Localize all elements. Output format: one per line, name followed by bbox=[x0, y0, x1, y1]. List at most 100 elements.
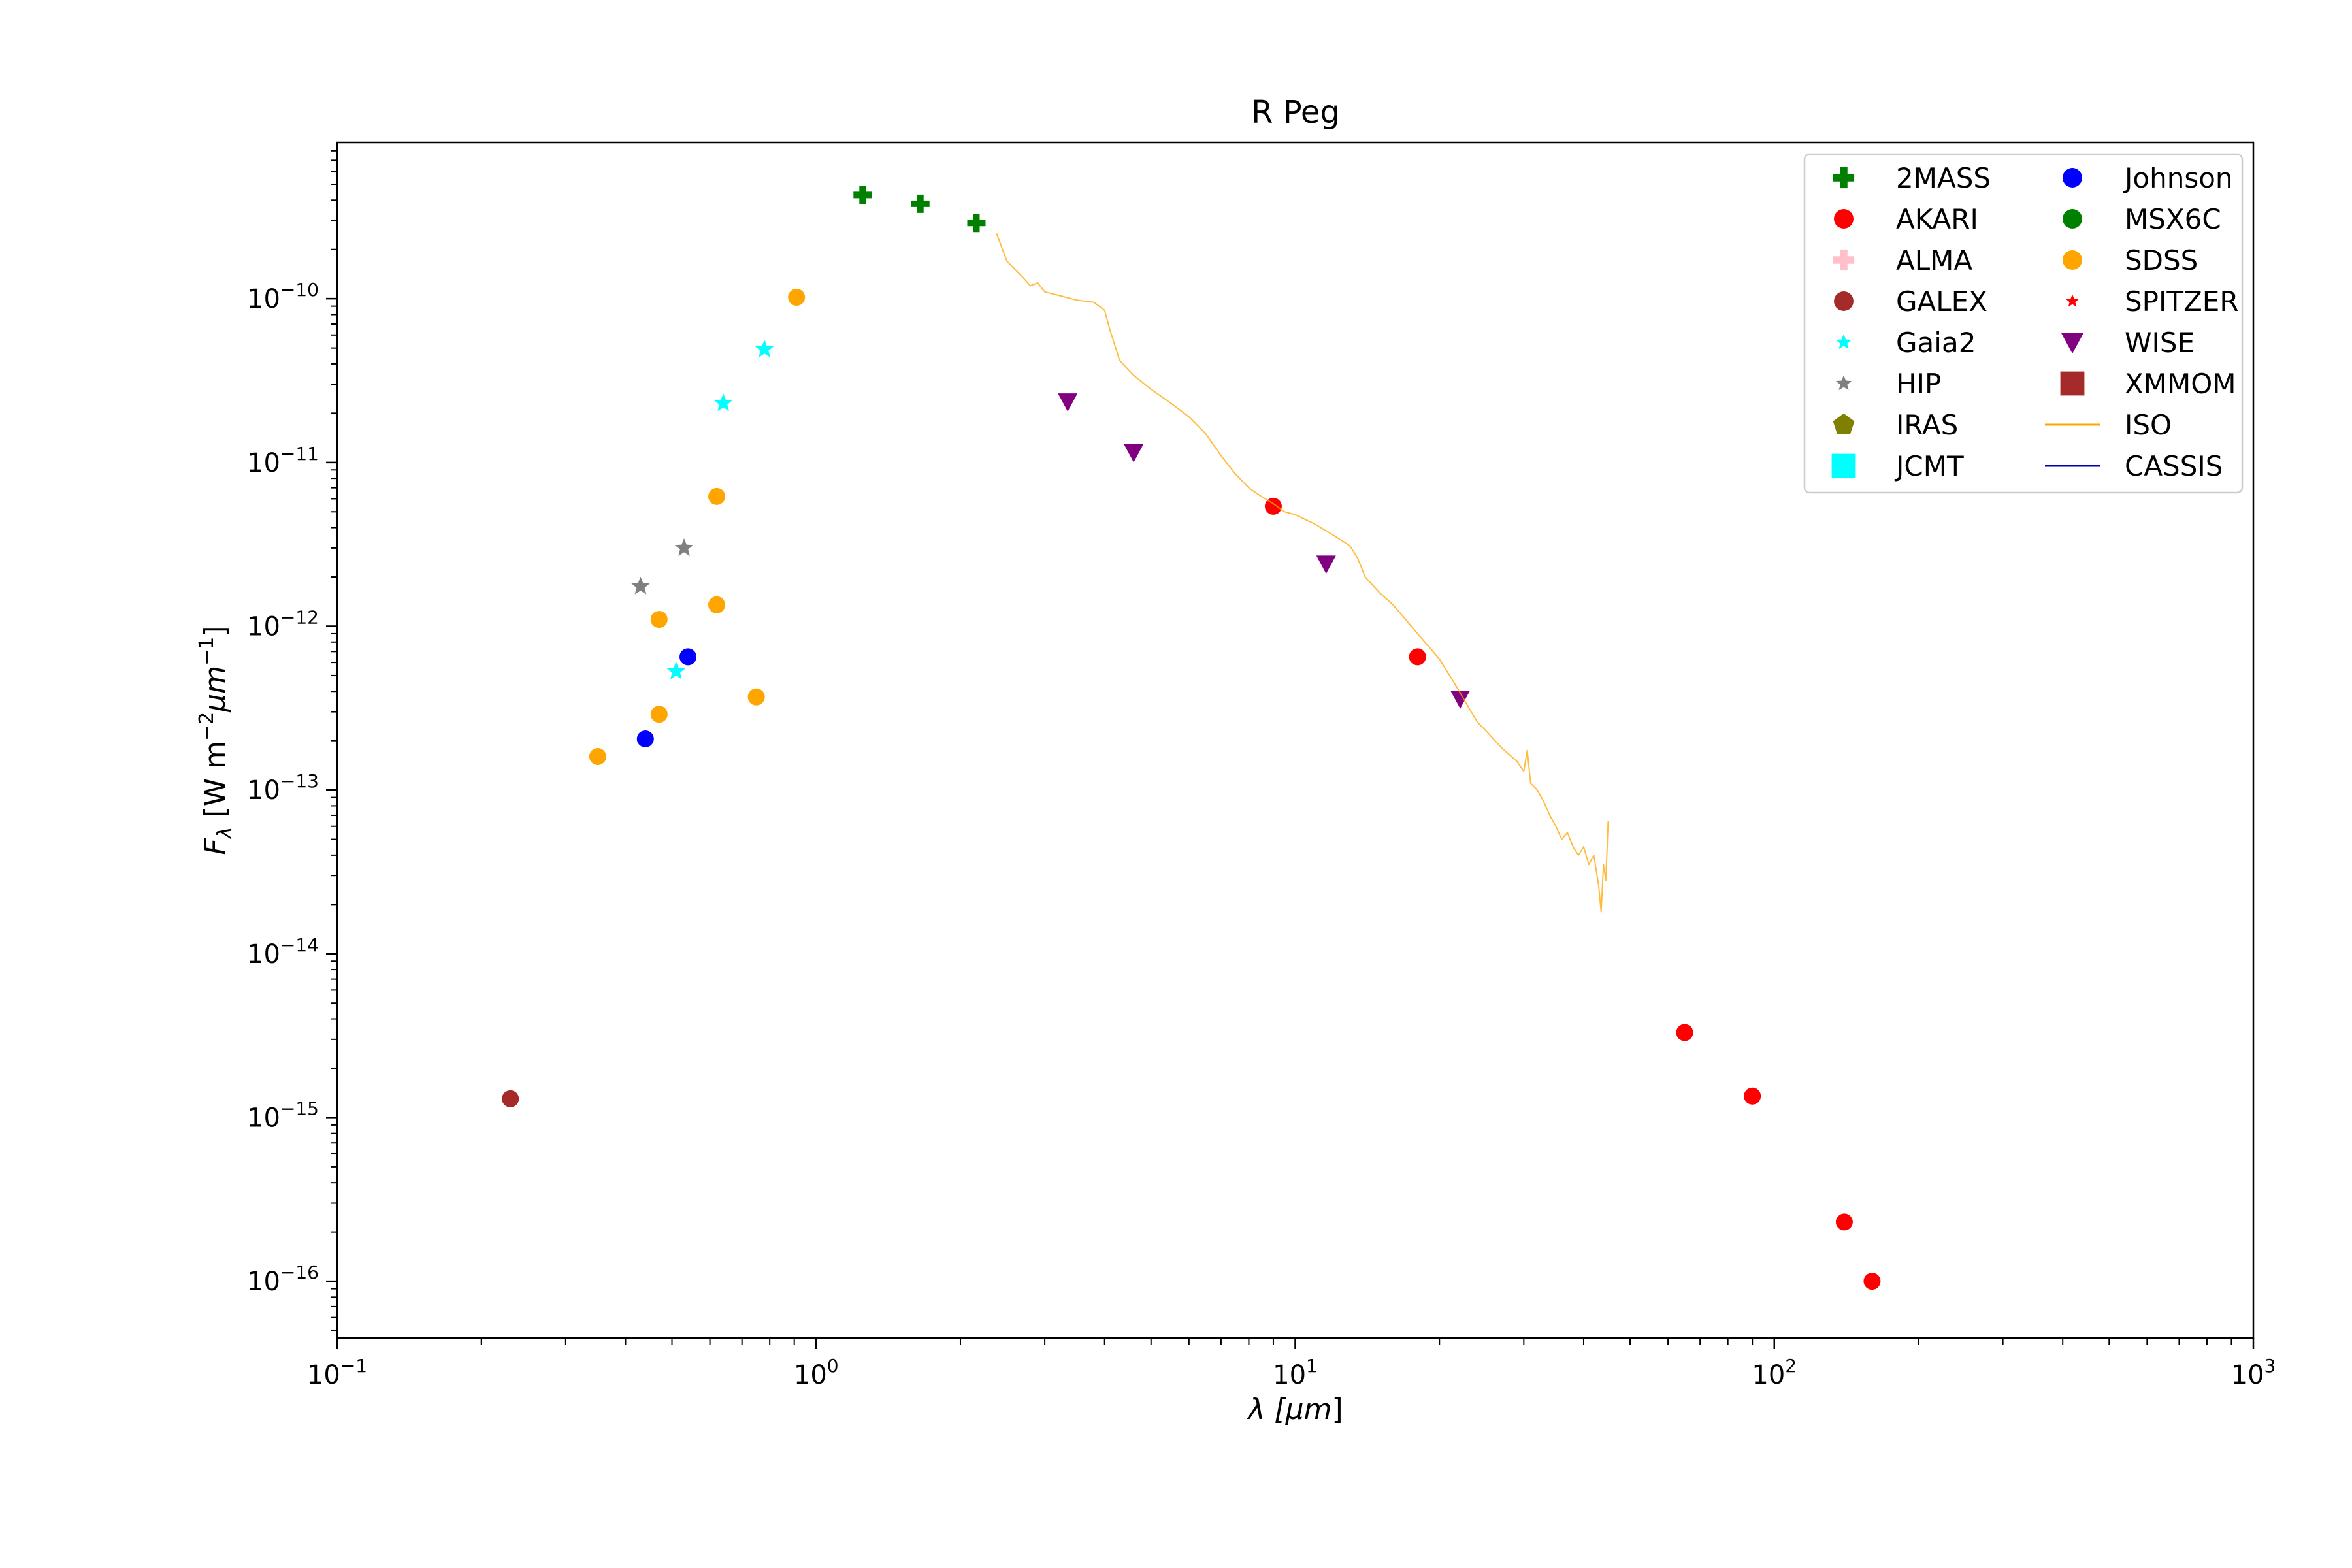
legend-item-xmmom: XMMOM bbox=[2060, 368, 2236, 400]
x-tick-exp: 3 bbox=[2264, 1355, 2276, 1377]
legend-item-wise: WISE bbox=[2061, 327, 2195, 359]
legend-item-iso: ISO bbox=[2045, 409, 2172, 441]
x-tick-base: 10 bbox=[307, 1360, 340, 1390]
legend-label-galex: GALEX bbox=[1896, 286, 1987, 318]
y-tick-base: 10 bbox=[247, 284, 280, 314]
y-tick-base: 10 bbox=[247, 1103, 280, 1133]
legend-item-johnson: Johnson bbox=[2063, 162, 2233, 194]
y-tick-label: 10−14 bbox=[247, 934, 319, 970]
series-galex bbox=[502, 1090, 519, 1107]
x-tick-label: 103 bbox=[2231, 1355, 2276, 1390]
legend-item-msx6c: MSX6C bbox=[2063, 203, 2221, 235]
wise-point bbox=[1450, 690, 1471, 709]
y-tick-label: 10−13 bbox=[247, 770, 319, 806]
akari-point bbox=[1676, 1024, 1693, 1041]
legend-swatch-spitzer bbox=[2066, 294, 2079, 307]
y-axis-label-sub: λ bbox=[214, 826, 237, 840]
legend-swatch-wise bbox=[2061, 333, 2084, 354]
legend-item-cassis: CASSIS bbox=[2045, 450, 2223, 482]
legend-label-cassis: CASSIS bbox=[2125, 450, 2223, 482]
legend-label-akari: AKARI bbox=[1896, 203, 1978, 235]
legend-swatch-akari bbox=[1834, 209, 1854, 229]
legend-item-hip: HIP bbox=[1835, 368, 1941, 400]
series-sdss bbox=[589, 289, 806, 765]
x-tick-exp: −1 bbox=[340, 1355, 367, 1377]
x-axis-label-lambda: λ [ bbox=[1247, 1393, 1286, 1426]
y-tick-exp: −15 bbox=[280, 1098, 319, 1119]
legend-label-johnson: Johnson bbox=[2123, 162, 2233, 194]
legend-label-spitzer: SPITZER bbox=[2125, 286, 2239, 318]
legend-swatch-jcmt bbox=[1831, 453, 1856, 478]
iso-spectrum-line bbox=[996, 233, 1609, 913]
series-johnson bbox=[636, 648, 697, 747]
akari-point bbox=[1744, 1087, 1761, 1105]
y-tick-label: 10−16 bbox=[247, 1262, 319, 1297]
johnson-point bbox=[636, 730, 654, 747]
hip-point bbox=[631, 576, 650, 595]
legend-label-xmmom: XMMOM bbox=[2125, 368, 2236, 400]
johnson-point bbox=[679, 648, 697, 666]
legend-item-alma: ALMA bbox=[1833, 244, 1972, 276]
legend-swatch-xmmom bbox=[2060, 371, 2085, 396]
y-tick-base: 10 bbox=[247, 776, 280, 806]
legend-item-akari: AKARI bbox=[1834, 203, 1978, 235]
x-tick-exp: 2 bbox=[1785, 1355, 1797, 1377]
x-tick-base: 10 bbox=[2231, 1360, 2264, 1390]
hip-point bbox=[674, 538, 694, 556]
y-axis-label-exp1: −2 bbox=[195, 712, 218, 741]
y-tick-label: 10−15 bbox=[247, 1098, 319, 1133]
y-axis-label-exp2: −1 bbox=[195, 637, 218, 666]
series-iso bbox=[996, 233, 1609, 913]
x-tick-label: 100 bbox=[794, 1355, 839, 1390]
x-tick-exp: 0 bbox=[827, 1355, 839, 1377]
legend-swatch-alma bbox=[1833, 249, 1855, 271]
gaia2-point bbox=[666, 661, 686, 679]
y-tick-label: 10−11 bbox=[247, 443, 319, 478]
x-tick-exp: 1 bbox=[1306, 1355, 1318, 1377]
y-axis-label: Fλ [W m−2μm−1] bbox=[195, 625, 237, 855]
akari-point bbox=[1264, 497, 1282, 515]
akari-point bbox=[1835, 1213, 1853, 1231]
x-axis-label-unit: μm bbox=[1285, 1393, 1332, 1426]
legend-frame bbox=[1803, 153, 2244, 494]
y-tick-exp: −12 bbox=[280, 606, 319, 628]
legend-swatch-sdss bbox=[2063, 250, 2082, 270]
x-tick-base: 10 bbox=[1273, 1360, 1306, 1390]
legend-item-jcmt: JCMT bbox=[1831, 450, 1964, 482]
sdss-point bbox=[788, 289, 806, 306]
y-tick-base: 10 bbox=[247, 939, 280, 970]
y-axis-label-f: F bbox=[199, 838, 232, 855]
sdss-point bbox=[650, 706, 668, 723]
sdss-point bbox=[747, 688, 765, 706]
y-tick-base: 10 bbox=[247, 448, 280, 478]
y-tick-exp: −16 bbox=[280, 1262, 319, 1283]
legend-swatch-johnson bbox=[2063, 168, 2082, 188]
legend-swatch-2mass bbox=[1833, 167, 1855, 189]
y-axis-label-mu: μm bbox=[199, 666, 232, 713]
legend-label-sdss: SDSS bbox=[2125, 244, 2198, 276]
sdss-point bbox=[650, 611, 668, 629]
legend-label-2mass: 2MASS bbox=[1896, 162, 1991, 194]
2mass-point bbox=[911, 194, 930, 213]
wise-point bbox=[1316, 555, 1336, 574]
y-tick-label: 10−12 bbox=[247, 606, 319, 642]
series-gaia2 bbox=[666, 339, 774, 679]
legend-swatch-hip bbox=[1835, 375, 1852, 391]
legend-swatch-iras bbox=[1833, 413, 1855, 434]
x-axis-label: λ [μm] bbox=[1247, 1393, 1343, 1426]
x-tick-label: 10−1 bbox=[307, 1355, 367, 1390]
2mass-point bbox=[853, 186, 872, 204]
x-tick-label: 101 bbox=[1273, 1355, 1318, 1390]
y-tick-base: 10 bbox=[247, 612, 280, 642]
legend-label-alma: ALMA bbox=[1896, 244, 1972, 276]
y-tick-base: 10 bbox=[247, 1267, 280, 1297]
y-axis-label-pre: [W m bbox=[199, 741, 232, 827]
legend-item-sdss: SDSS bbox=[2063, 244, 2198, 276]
legend-label-msx6c: MSX6C bbox=[2125, 203, 2221, 235]
legend-swatch-gaia2 bbox=[1835, 334, 1852, 350]
wise-point bbox=[1124, 444, 1144, 463]
chart-title: R Peg bbox=[1251, 94, 1340, 131]
x-axis: 10−1 100 101 102 103 bbox=[307, 1338, 2276, 1390]
y-tick-exp: −13 bbox=[280, 770, 319, 792]
